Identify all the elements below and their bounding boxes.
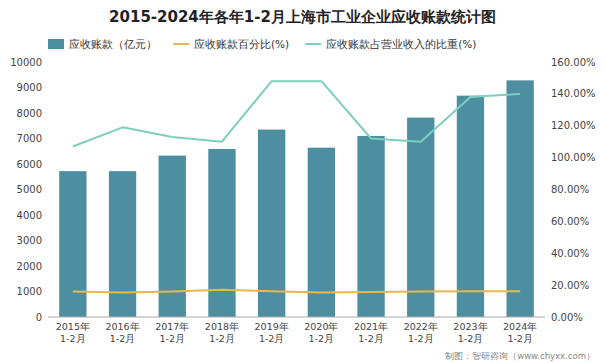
y2-tick-label: 0.00% (551, 312, 583, 323)
bar (506, 80, 533, 317)
line (73, 81, 520, 146)
bar (258, 130, 285, 317)
y-tick-label: 3000 (17, 235, 42, 246)
legend-label: 应收账款百分比(%) (194, 38, 289, 50)
y-tick-label: 9000 (17, 82, 42, 93)
x-tick-label: 2020年1-2月 (304, 321, 338, 344)
bar (208, 149, 235, 317)
y-tick-label: 5000 (17, 184, 42, 195)
x-tick-label: 2022年1-2月 (404, 321, 438, 344)
bar (159, 156, 186, 317)
y-tick-label: 1000 (17, 286, 42, 297)
x-axis: 2015年1-2月 2016年1-2月 2017年1-2月 2018年1-2月 2019… (56, 321, 537, 344)
y-tick-label: 6000 (17, 159, 42, 170)
y-tick-label: 0 (36, 312, 42, 323)
x-tick-label: 2024年1-2月 (503, 321, 537, 344)
line (73, 290, 520, 293)
legend-swatch (305, 43, 321, 45)
bar (407, 118, 434, 317)
chart: 2015-2024年各年1-2月上海市工业企业应收账款统计图 0 1000 2000 3… (0, 0, 605, 363)
x-tick-label: 2017年1-2月 (155, 321, 189, 344)
plot-area (59, 80, 534, 317)
y2-tick-label: 160.00% (551, 57, 596, 68)
x-tick-label: 2021年1-2月 (354, 321, 388, 344)
y2-tick-label: 140.00% (551, 88, 596, 99)
legend-item: 应收账款百分比(%) (173, 38, 289, 50)
x-axis-line (48, 317, 545, 318)
x-tick-label: 2018年1-2月 (205, 321, 239, 344)
legend-item: 应收账款占营业收入的比重(%) (305, 38, 476, 50)
y2-tick-label: 80.00% (551, 184, 589, 195)
bar (357, 136, 384, 317)
y-axis: 0 1000 2000 3000 4000 5000 6000 7000 8000 9000 100… (10, 57, 42, 323)
y2-tick-label: 20.00% (551, 280, 589, 291)
bar (109, 171, 136, 317)
y-tick-label: 7000 (17, 133, 42, 144)
bar (457, 96, 484, 317)
y2-axis: 0.00% 20.00% 40.00% 60.00% 80.00% 100.00% 120.… (551, 57, 596, 323)
legend-swatch (173, 43, 189, 45)
y2-tick-label: 100.00% (551, 152, 596, 163)
legend-label: 应收账款占营业收入的比重(%) (326, 38, 476, 50)
y2-tick-label: 40.00% (551, 248, 589, 259)
legend-label: 应收账款（亿元） (69, 38, 157, 50)
legend: 应收账款（亿元） 应收账款百分比(%) 应收账款占营业收入的比重(%) (48, 38, 476, 50)
x-tick-label: 2016年1-2月 (105, 321, 139, 344)
x-tick-label: 2015年1-2月 (56, 321, 90, 344)
footer: 制图：智研咨询（www.chyxx.com） (445, 351, 595, 361)
y-tick-label: 4000 (17, 210, 42, 221)
y2-tick-label: 60.00% (551, 216, 589, 227)
x-tick-label: 2019年1-2月 (255, 321, 289, 344)
legend-swatch (48, 39, 64, 49)
y-tick-label: 10000 (10, 57, 42, 68)
x-tick-label: 2023年1-2月 (453, 321, 487, 344)
legend-item: 应收账款（亿元） (48, 38, 157, 50)
y-tick-label: 8000 (17, 108, 42, 119)
y2-tick-label: 120.00% (551, 120, 596, 131)
title: 2015-2024年各年1-2月上海市工业企业应收账款统计图 (109, 8, 496, 26)
y-tick-label: 2000 (17, 261, 42, 272)
bar (59, 171, 86, 317)
